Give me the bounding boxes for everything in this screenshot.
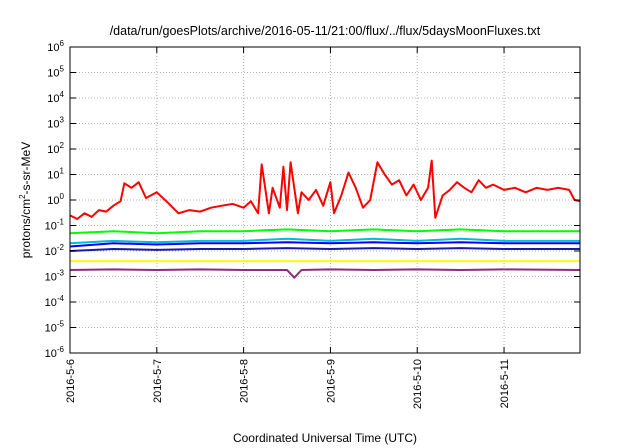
series-line xyxy=(69,237,580,245)
y-axis-label: protons/cm2-s-sr-MeV xyxy=(18,142,33,258)
x-tick-label: 2016-5-7 xyxy=(152,359,164,403)
x-tick-label: 2016-5-11 xyxy=(499,359,511,408)
y-tick-label: 102 xyxy=(47,141,64,156)
series-line xyxy=(69,228,580,235)
series-layer xyxy=(69,159,581,279)
y-tick-label: 101 xyxy=(47,167,64,182)
y-tick-label: 10-1 xyxy=(45,218,65,233)
series-line xyxy=(69,159,581,220)
y-label-post: -s-sr-MeV xyxy=(19,142,33,195)
y-tick-label: 106 xyxy=(47,39,64,54)
y-tick-label: 100 xyxy=(47,192,64,207)
x-tick-label: 2016-5-10 xyxy=(412,359,424,409)
y-tick-label: 10-4 xyxy=(45,294,65,309)
chart-title: /data/run/goesPlots/archive/2016-05-11/2… xyxy=(110,24,541,38)
x-tick-label: 2016-5-6 xyxy=(65,359,77,403)
y-tick-label: 103 xyxy=(47,116,64,131)
x-tick-label: 2016-5-8 xyxy=(239,359,251,403)
x-axis: 2016-5-6 2016-5-7 2016-5-8 2016-5-9 2016-5-1… xyxy=(65,47,511,409)
y-tick-label: 10-3 xyxy=(45,269,65,284)
y-tick-label: 104 xyxy=(47,90,64,105)
grid xyxy=(69,47,580,353)
y-tick-label: 105 xyxy=(47,65,64,80)
y-label-pre: protons/cm xyxy=(19,199,33,258)
series-line xyxy=(69,241,580,248)
series-line xyxy=(69,268,581,279)
y-tick-label: 10-6 xyxy=(45,345,65,360)
y-tick-label: 10-2 xyxy=(45,243,65,258)
y-label-sup: 2 xyxy=(18,194,27,199)
x-axis-label: Coordinated Universal Time (UTC) xyxy=(233,431,417,445)
series-line xyxy=(69,247,580,252)
y-axis: 10-6 10-5 10-4 10-3 10-2 10-1 100 101 102 103 104 1… xyxy=(45,39,580,360)
x-tick-label: 2016-5-9 xyxy=(325,359,337,403)
y-tick-label: 10-5 xyxy=(45,320,65,335)
